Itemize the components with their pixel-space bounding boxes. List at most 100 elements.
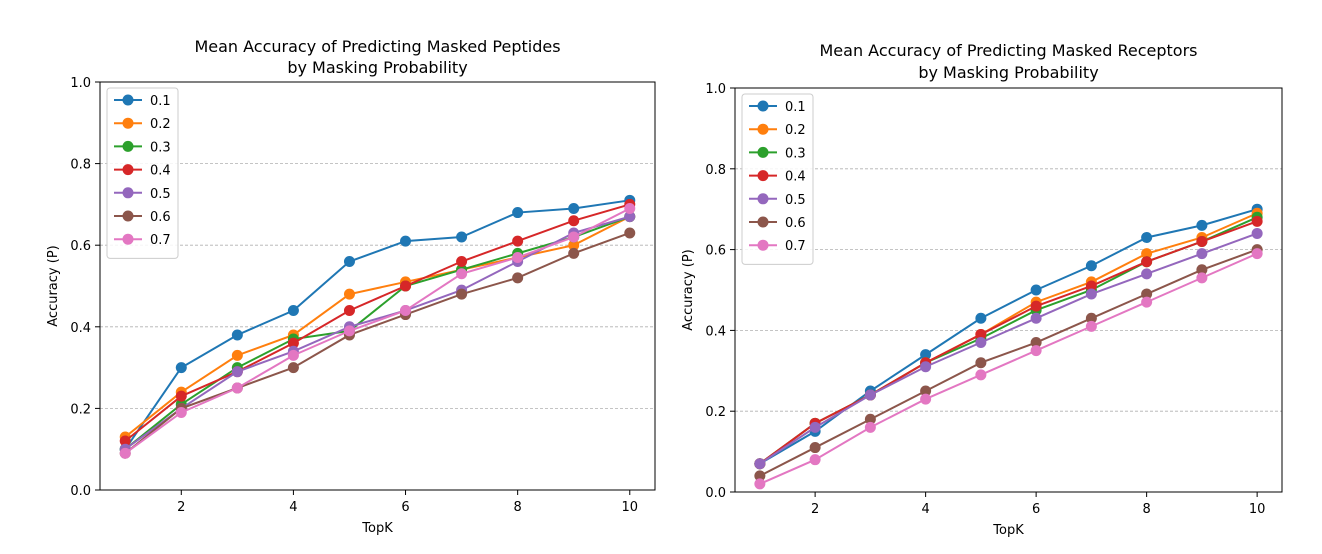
legend-swatch-marker [122,233,134,245]
data-point [1141,248,1153,260]
legend-swatch-marker [122,94,134,106]
legend-label: 0.7 [150,233,171,248]
data-point [119,435,131,447]
legend-label: 0.2 [785,123,806,138]
data-point [175,362,187,374]
data-point [920,349,932,361]
data-point [1196,236,1208,248]
data-point [287,337,299,349]
plot-frame [99,81,656,491]
legend-entry: 0.2 [749,123,806,138]
series-0.5 [754,227,1263,470]
data-point [975,369,987,381]
legend-swatch-marker [122,164,134,176]
data-point [568,215,580,227]
x-axis-label: TopK [992,523,1024,538]
series-0.3 [754,211,1263,470]
data-point [864,421,876,433]
legend-entry: 0.2 [114,117,171,132]
data-point [456,268,468,280]
data-point [1196,264,1208,276]
data-point [400,280,412,292]
series-line [759,220,1258,465]
data-point [1251,248,1263,260]
data-point [975,312,987,324]
data-point [1085,280,1097,292]
legend-label: 0.3 [150,140,171,155]
legend-label: 0.1 [785,100,806,115]
data-point [343,288,355,300]
data-point [1141,288,1153,300]
legend-entry: 0.5 [749,193,806,208]
series-0.4 [119,198,636,447]
legend-entry: 0.4 [114,164,171,179]
data-point [864,389,876,401]
data-point [568,202,580,214]
x-tick-label: 8 [514,500,522,515]
series-0.7 [119,202,636,459]
y-tick-label: 0.8 [70,158,91,173]
legend-label: 0.4 [785,170,806,185]
y-tick-label: 0.2 [705,405,726,420]
series-line [124,199,630,450]
series-line [124,215,631,450]
data-point [343,256,355,268]
data-point [809,454,821,466]
data-point [287,362,299,374]
data-point [1030,345,1042,357]
legend-entry: 0.4 [749,170,806,185]
data-point [809,442,821,454]
data-point [1196,272,1208,284]
legend-swatch-marker [122,187,134,199]
series-0.7 [754,248,1263,490]
data-point [1196,248,1208,260]
y-tick-label: 0.0 [70,484,91,499]
series-0.6 [119,227,636,459]
legend-entry: 0.7 [114,233,171,248]
y-tick-label: 0.4 [70,321,91,336]
legend-swatch-marker [757,193,769,205]
data-point [287,304,299,316]
data-point [568,239,580,251]
series-line [759,252,1258,485]
receptors-chart: Mean Accuracy of Predicting Masked Recep… [681,41,1283,538]
data-point [754,458,766,470]
x-tick-label: 4 [289,500,297,515]
legend-label: 0.2 [150,117,171,132]
data-point [231,366,243,378]
data-point [864,413,876,425]
data-point [754,478,766,490]
series-line [124,215,631,438]
data-point [343,304,355,316]
data-point [1030,337,1042,349]
peptides-chart: Mean Accuracy of Predicting Masked Pepti… [46,37,656,536]
data-point [512,272,524,284]
y-tick-label: 0.8 [705,163,726,178]
legend-swatch-marker [757,146,769,158]
legend-entry: 0.1 [114,94,171,109]
series-line [759,216,1258,465]
data-point [1196,219,1208,231]
series-line [124,232,631,455]
data-point [809,421,821,433]
data-point [1141,268,1153,280]
data-point [920,385,932,397]
data-point [456,288,468,300]
x-tick-label: 6 [1032,502,1040,517]
y-axis-label: Accuracy (P) [46,245,61,326]
y-tick-label: 1.0 [70,76,91,91]
legend-swatch-marker [757,123,769,135]
x-tick-label: 2 [811,502,819,517]
x-tick-label: 6 [401,500,409,515]
legend-entry: 0.6 [749,216,806,231]
data-point [624,202,636,214]
chart-title-line: Mean Accuracy of Predicting Masked Recep… [820,41,1198,60]
data-point [400,304,412,316]
y-tick-label: 0.6 [705,244,726,259]
data-point [1141,231,1153,243]
data-point [568,247,580,259]
series-line [124,203,631,442]
x-tick-label: 8 [1142,502,1150,517]
y-axis-label: Accuracy (P) [681,249,696,330]
series-0.1 [754,203,1263,470]
